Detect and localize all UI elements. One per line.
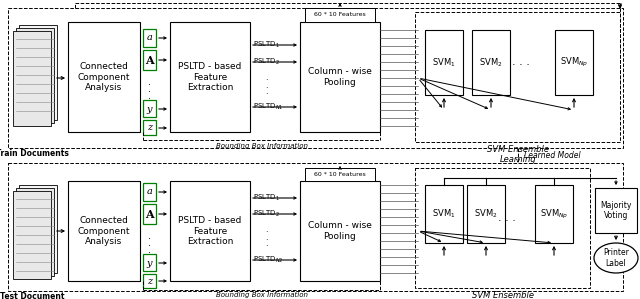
Bar	[143, 50, 156, 70]
Text: A: A	[145, 54, 154, 65]
Text: SVM Ensemble
Learning: SVM Ensemble Learning	[487, 145, 549, 164]
Text: SVM Ensemble
Prediction: SVM Ensemble Prediction	[472, 291, 534, 299]
Text: . . .: . . .	[498, 213, 516, 223]
Bar	[19, 185, 57, 273]
Text: .: .	[148, 77, 151, 87]
Text: y: y	[147, 104, 152, 114]
Text: Majority
Voting: Majority Voting	[600, 201, 632, 220]
Text: 60 * 10 Features: 60 * 10 Features	[314, 13, 366, 18]
Text: PSLTD$_2$: PSLTD$_2$	[253, 209, 280, 219]
Text: SVM$_1$: SVM$_1$	[432, 56, 456, 69]
Text: .: .	[265, 74, 268, 83]
Text: PSLTD$_1$: PSLTD$_1$	[253, 193, 280, 203]
Bar	[467, 185, 505, 243]
Text: .: .	[265, 225, 268, 234]
Text: . . .: . . .	[512, 57, 530, 67]
Bar	[143, 254, 156, 271]
Bar	[8, 163, 623, 291]
Text: PSLTD - based
Feature
Extraction: PSLTD - based Feature Extraction	[179, 62, 242, 92]
Text: Column - wise
Pooling: Column - wise Pooling	[308, 221, 372, 241]
Text: Train Documents: Train Documents	[0, 149, 68, 158]
Bar	[415, 12, 620, 142]
Bar	[143, 120, 156, 135]
Bar	[300, 22, 380, 132]
Text: .: .	[148, 84, 151, 94]
Bar	[16, 188, 54, 276]
Bar	[143, 274, 156, 288]
Text: a: a	[147, 33, 152, 42]
Text: .: .	[148, 245, 151, 255]
Text: SVM$_{Np}$: SVM$_{Np}$	[560, 56, 588, 69]
Bar	[68, 181, 140, 281]
Text: 60 * 10 Features: 60 * 10 Features	[314, 172, 366, 177]
Text: Learned Model: Learned Model	[524, 152, 580, 161]
Text: PSLTD$_{N2}$: PSLTD$_{N2}$	[253, 255, 284, 265]
Bar	[143, 204, 156, 224]
Text: .: .	[148, 231, 151, 241]
Bar	[19, 25, 57, 120]
Text: .: .	[265, 233, 268, 242]
Bar	[555, 30, 593, 95]
Text: SVM$_1$: SVM$_1$	[432, 208, 456, 220]
Bar	[535, 185, 573, 243]
Bar	[595, 188, 637, 233]
Bar	[143, 29, 156, 47]
Bar	[8, 8, 623, 148]
Text: PSLTD - based
Feature
Extraction: PSLTD - based Feature Extraction	[179, 216, 242, 246]
Text: PSLTD$_2$: PSLTD$_2$	[253, 57, 280, 67]
Bar	[13, 30, 51, 126]
Text: Labels: Labels	[335, 0, 362, 2]
Text: Column - wise
Pooling: Column - wise Pooling	[308, 67, 372, 87]
Text: Bounding Box Information: Bounding Box Information	[216, 292, 308, 298]
Bar	[170, 181, 250, 281]
Text: Printer
Label: Printer Label	[603, 248, 629, 268]
Text: SVM$_{Np}$: SVM$_{Np}$	[540, 208, 568, 221]
Text: Connected
Component
Analysis: Connected Component Analysis	[77, 62, 131, 92]
Bar	[425, 185, 463, 243]
Text: SVM$_2$: SVM$_2$	[474, 208, 498, 220]
Bar	[68, 22, 140, 132]
Text: Test Document: Test Document	[0, 292, 64, 299]
Text: Connected
Component
Analysis: Connected Component Analysis	[77, 216, 131, 246]
Text: PSLTD$_{N1}$: PSLTD$_{N1}$	[253, 102, 284, 112]
Text: .: .	[265, 239, 268, 248]
Text: y: y	[147, 259, 152, 268]
Bar	[143, 183, 156, 201]
Bar	[13, 191, 51, 279]
Text: z: z	[147, 123, 152, 132]
Text: .: .	[148, 91, 151, 101]
Bar	[170, 22, 250, 132]
Text: A: A	[145, 208, 154, 219]
Ellipse shape	[594, 243, 638, 273]
Text: PSLTD$_1$: PSLTD$_1$	[253, 40, 280, 50]
Bar	[16, 28, 54, 123]
Text: .: .	[265, 80, 268, 89]
Bar	[300, 181, 380, 281]
Bar	[305, 168, 375, 181]
Bar	[472, 30, 510, 95]
Bar	[143, 100, 156, 117]
Text: a: a	[147, 187, 152, 196]
Bar	[305, 8, 375, 22]
Text: .: .	[148, 238, 151, 248]
Text: Bounding Box Information: Bounding Box Information	[216, 143, 308, 149]
Text: .: .	[265, 88, 268, 97]
Text: z: z	[147, 277, 152, 286]
Bar	[415, 168, 590, 288]
Text: SVM$_2$: SVM$_2$	[479, 56, 503, 69]
Bar	[425, 30, 463, 95]
